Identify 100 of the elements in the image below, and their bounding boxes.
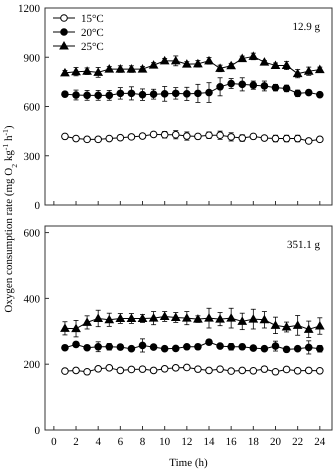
point [150,343,158,351]
annotation: 351.1 g [287,239,320,251]
point [194,90,202,98]
point [238,80,246,88]
x-tick-label: 10 [159,436,171,448]
point [226,314,236,322]
point [126,314,136,322]
point [104,64,114,73]
point [304,324,314,333]
point [60,68,70,76]
x-axis-title: Time (h) [169,457,208,469]
point [193,314,202,323]
point [150,90,158,98]
point [260,134,268,142]
x-tick-label: 24 [314,436,326,448]
point [216,83,224,91]
point [282,322,292,331]
point [104,315,114,324]
point [294,344,302,353]
point [138,64,148,73]
point [61,132,69,140]
point [272,368,280,376]
point [128,366,136,374]
point [160,56,170,64]
point [304,88,313,96]
point [160,344,168,353]
point [138,90,146,98]
point [182,60,192,68]
point [248,314,258,323]
point [138,342,146,350]
x-tick-label: 8 [140,436,146,448]
point [250,344,258,352]
y-tick-label: 400 [24,293,40,306]
point [270,60,280,69]
point [250,366,258,375]
point [160,90,168,98]
point [160,312,170,320]
point [205,366,213,374]
point [150,366,158,374]
point [83,136,91,144]
point [105,364,114,372]
point [94,314,103,322]
point [149,314,158,322]
point [250,132,258,140]
point [94,365,102,373]
x-tick-label: 16 [226,436,238,448]
point [216,365,224,373]
annotation: 12.9 g [292,21,320,33]
point [116,366,124,374]
point [216,64,225,72]
point [205,338,213,346]
point [138,132,146,140]
y-tick-label: 0 [34,200,40,212]
point [183,364,191,372]
x-tick-label: 0 [51,436,58,448]
legend-label: 25°C [81,41,104,53]
point [116,90,124,98]
point [116,314,125,322]
point [172,344,180,352]
point [260,315,269,324]
point [94,68,103,76]
point [204,314,214,322]
point [116,134,124,142]
point [138,314,148,322]
point [138,365,146,373]
y-tick-label: 600 [24,228,40,240]
point [83,344,91,352]
point [316,136,324,144]
x-tick-label: 2 [73,436,79,448]
point [171,56,180,64]
point [194,365,202,373]
point [238,54,247,62]
x-tick-label: 6 [118,436,124,448]
point [171,312,180,321]
legend-label: 20°C [81,27,104,39]
point [72,324,81,332]
point [72,67,81,76]
point [126,64,136,73]
point [60,324,70,332]
point [270,320,280,329]
point [260,344,268,353]
point [160,365,168,373]
point [216,314,225,323]
point [61,367,69,375]
point [83,368,91,376]
point [294,366,302,375]
point [316,366,324,375]
x-tick-label: 18 [248,436,260,448]
point [128,133,136,141]
point [172,364,180,372]
point [315,65,324,74]
point [293,320,302,329]
point [61,344,69,352]
point [304,366,313,374]
y-tick-label: 200 [24,359,40,372]
y-tick-label: 1200 [18,3,40,15]
point [226,61,236,70]
point [172,90,180,98]
y-tick-label: 900 [24,52,40,64]
point [227,367,235,375]
